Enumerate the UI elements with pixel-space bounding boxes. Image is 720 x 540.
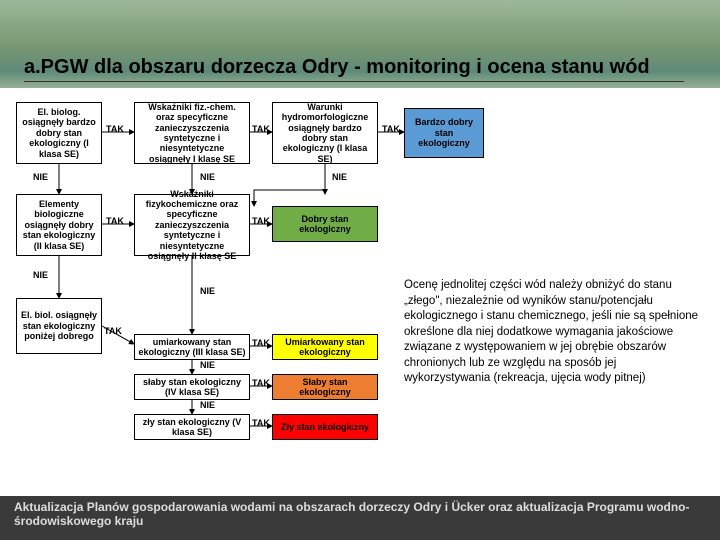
- node-r3c3a: Umiarkowany stan ekologiczny: [272, 334, 378, 360]
- node-r1c4: Bardzo dobry stan ekologiczny: [404, 108, 484, 158]
- node-r3c2a: umiarkowany stan ekologiczny (III klasa …: [134, 334, 250, 360]
- node-r1c1: El. biolog. osiągnęły bardzo dobry stan …: [16, 102, 102, 164]
- node-r2c1: Elementy biologiczne osiągnęły dobry sta…: [16, 194, 102, 256]
- edge-tak: TAK: [252, 378, 270, 388]
- footer-text: Aktualizacja Planów gospodarowania wodam…: [14, 500, 720, 528]
- edge-nie: NIE: [33, 172, 48, 182]
- edge-nie: NIE: [200, 360, 215, 370]
- node-r3c2c: zły stan ekologiczny (V klasa SE): [134, 414, 250, 440]
- node-r3c2b: słaby stan ekologiczny (IV klasa SE): [134, 374, 250, 400]
- node-r1c2: Wskaźniki fiz.-chem. oraz specyficzne za…: [134, 102, 250, 164]
- page-title: a.PGW dla obszaru dorzecza Odry - monito…: [24, 56, 684, 82]
- node-r1c3: Warunki hydromorfologiczne osiągnęły bar…: [272, 102, 378, 164]
- node-r2c3: Dobry stan ekologiczny: [272, 206, 378, 242]
- explanation-text: Ocenę jednolitej części wód należy obniż…: [404, 278, 704, 387]
- flowchart: El. biolog. osiągnęły bardzo dobry stan …: [8, 98, 712, 490]
- edge-tak: TAK: [252, 418, 270, 428]
- node-r3c1: El. biol. osiągnęły stan ekologiczny pon…: [16, 298, 102, 354]
- edge-tak: TAK: [104, 326, 122, 336]
- edge-nie: NIE: [332, 172, 347, 182]
- edge-tak: TAK: [106, 216, 124, 226]
- edge-tak: TAK: [252, 338, 270, 348]
- edge-tak: TAK: [252, 216, 270, 226]
- edge-nie: NIE: [200, 286, 215, 296]
- edge-tak: TAK: [252, 124, 270, 134]
- node-r3c3b: Słaby stan ekologiczny: [272, 374, 378, 400]
- edge-nie: NIE: [200, 400, 215, 410]
- edge-nie: NIE: [33, 270, 48, 280]
- edge-nie: NIE: [200, 172, 215, 182]
- edge-tak: TAK: [382, 124, 400, 134]
- node-r3c3c: Zły stan ekologiczny: [272, 414, 378, 440]
- node-r2c2: Wskaźniki fizykochemiczne oraz specyficz…: [134, 194, 250, 256]
- edge-tak: TAK: [106, 124, 124, 134]
